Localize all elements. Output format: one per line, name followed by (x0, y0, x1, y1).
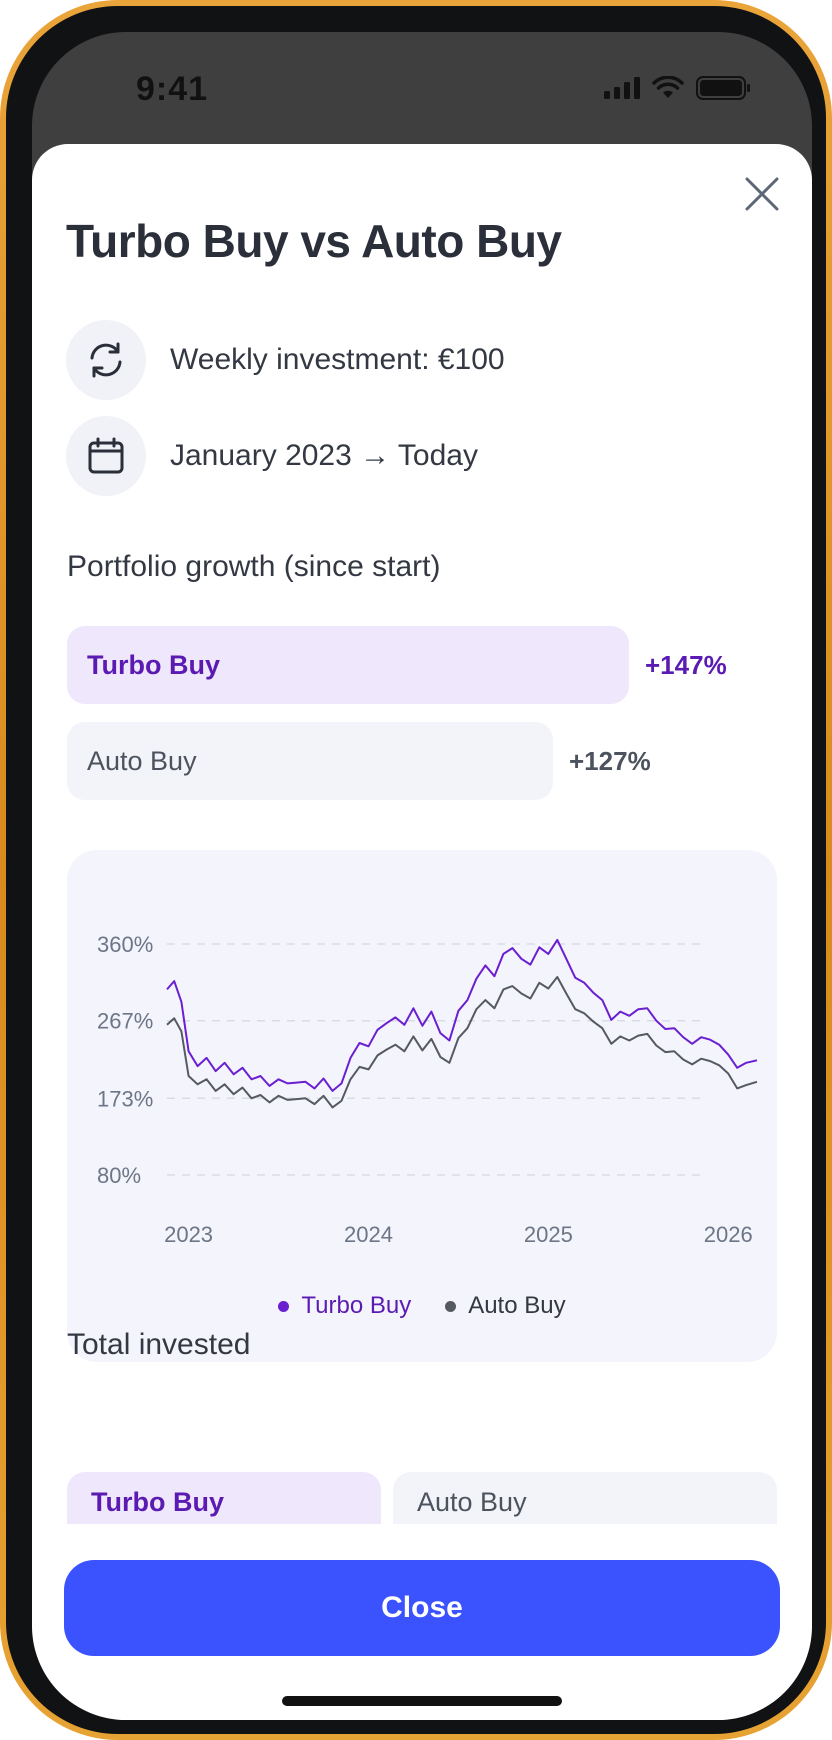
growth-chart: 360% 267% 173% 80% 2023 2024 2025 2026 (97, 932, 758, 1247)
y-tick-label: 267% (97, 1009, 153, 1034)
x-tick-label: 2023 (164, 1222, 213, 1247)
auto-growth-value: +127% (569, 746, 651, 776)
total-card-turbo: Turbo Buy (67, 1472, 381, 1532)
status-time: 9:41 (136, 70, 209, 108)
weekly-investment-text: Weekly investment: €100 (170, 343, 505, 376)
wifi-icon (652, 76, 684, 98)
comparison-sheet: Turbo Buy vs Auto Buy Weekly investment:… (32, 144, 812, 1720)
total-card-auto: Auto Buy (393, 1472, 777, 1532)
close-button[interactable]: Close (64, 1560, 780, 1656)
chart-legend: Turbo Buy Auto Buy (67, 1292, 777, 1320)
turbo-growth-bar: Turbo Buy (67, 626, 629, 704)
period-text: January 2023 → Today (170, 439, 478, 472)
x-tick-label: 2026 (704, 1222, 753, 1247)
phone-screen: 9:41 (32, 32, 812, 1720)
weekly-investment-row: Weekly investment: €100 (66, 320, 505, 400)
y-tick-label: 80% (97, 1163, 141, 1188)
legend-label-turbo: Turbo Buy (301, 1292, 412, 1319)
legend-item-auto: Auto Buy (445, 1292, 566, 1320)
auto-growth-bar: Auto Buy (67, 722, 553, 800)
signal-icon (604, 77, 640, 99)
legend-dot-auto (445, 1300, 457, 1312)
legend-dot-turbo (278, 1300, 290, 1312)
turbo-growth-value: +147% (645, 650, 727, 680)
y-tick-label: 173% (97, 1086, 153, 1111)
turbo-bar-label: Turbo Buy (87, 649, 220, 680)
series-line-turbo-buy (166, 938, 758, 1092)
status-icons (604, 76, 752, 100)
legend-label-auto: Auto Buy (468, 1292, 566, 1319)
total-card-auto-label: Auto Buy (417, 1486, 527, 1517)
series-line-auto-buy (166, 976, 758, 1109)
status-bar: 9:41 (32, 32, 812, 142)
x-tick-label: 2024 (344, 1222, 393, 1247)
home-indicator[interactable] (282, 1696, 562, 1706)
phone-bezel: 9:41 (6, 6, 826, 1734)
auto-bar-label: Auto Buy (87, 745, 197, 776)
y-tick-label: 360% (97, 932, 153, 957)
close-icon[interactable] (742, 174, 782, 214)
total-invested-label: Total invested (67, 1328, 251, 1361)
x-tick-label: 2025 (524, 1222, 573, 1247)
sheet-title: Turbo Buy vs Auto Buy (66, 215, 562, 267)
scroll-fade (32, 1524, 812, 1538)
period-row: January 2023 → Today (66, 416, 478, 496)
growth-chart-card: 360% 267% 173% 80% 2023 2024 2025 2026 Turbo Bu… (67, 850, 777, 1362)
refresh-icon (66, 320, 146, 400)
growth-section-label: Portfolio growth (since start) (67, 550, 441, 583)
total-card-turbo-label: Turbo Buy (91, 1486, 224, 1517)
calendar-icon (66, 416, 146, 496)
battery-icon (696, 76, 750, 100)
legend-item-turbo: Turbo Buy (278, 1292, 411, 1320)
